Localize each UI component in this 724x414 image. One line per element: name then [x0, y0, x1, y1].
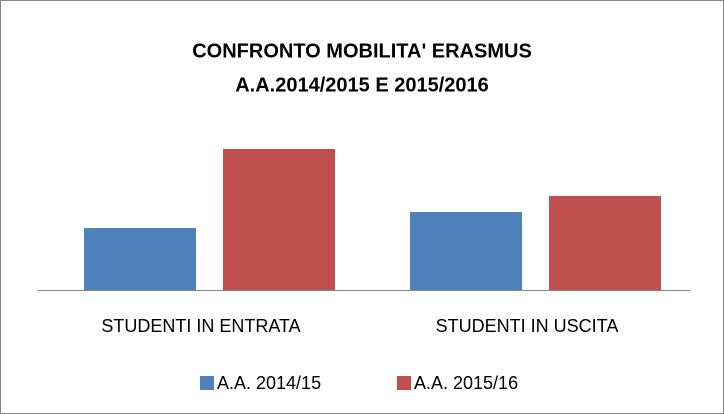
legend-swatch — [200, 376, 214, 390]
x-tick-label: STUDENTI IN ENTRATA — [101, 316, 300, 336]
x-tick-label: STUDENTI IN USCITA — [436, 316, 619, 336]
bar — [223, 149, 335, 290]
legend-label: A.A. 2015/16 — [414, 373, 518, 393]
legend-label: A.A. 2014/15 — [217, 373, 321, 393]
chart-title: CONFRONTO MOBILITA' ERASMUS — [192, 40, 532, 62]
legend-swatch — [397, 376, 411, 390]
bar — [84, 228, 196, 290]
chart-title: A.A.2014/2015 E 2015/2016 — [235, 74, 489, 96]
bar — [549, 196, 661, 290]
bar — [410, 212, 522, 290]
